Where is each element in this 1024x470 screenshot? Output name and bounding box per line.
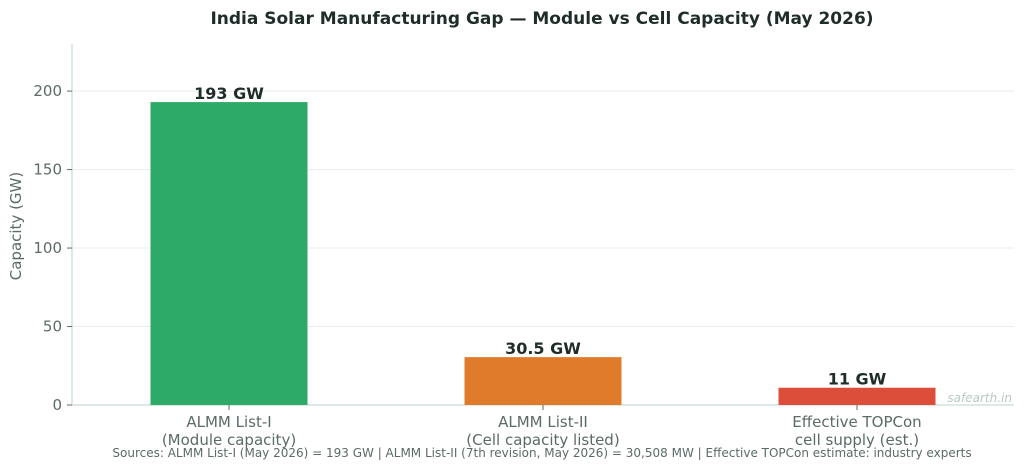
y-tick-label: 0	[52, 396, 62, 414]
category-labels: ALMM List-I(Module capacity) ALMM List-II…	[162, 405, 922, 449]
data-label: 11 GW	[828, 370, 887, 389]
bar	[150, 102, 308, 405]
source-note: Sources: ALMM List-I (May 2026) = 193 GW…	[112, 446, 971, 460]
y-tick-label: 150	[33, 161, 62, 179]
data-label: 193 GW	[194, 84, 264, 103]
category-label: ALMM List-I	[186, 413, 271, 431]
chart-title: India Solar Manufacturing Gap — Module v…	[210, 9, 873, 29]
y-axis-label: Capacity (GW)	[7, 172, 25, 280]
y-tick-label: 50	[43, 318, 62, 336]
category-label: cell supply (est.)	[795, 431, 919, 449]
bar	[464, 357, 622, 405]
category-label: (Cell capacity listed)	[466, 431, 619, 449]
bar	[778, 387, 936, 405]
category-label: ALMM List-II	[498, 413, 588, 431]
category-label: Effective TOPCon	[792, 413, 921, 431]
category-label: (Module capacity)	[162, 431, 296, 449]
data-label: 30.5 GW	[505, 339, 581, 358]
bars	[150, 102, 936, 405]
data-labels: 193 GW 30.5 GW 11 GW	[194, 84, 887, 389]
y-axis-ticks: 0 50 100 150 200	[33, 82, 72, 414]
watermark: safearth.in	[947, 391, 1012, 405]
y-tick-label: 100	[33, 239, 62, 257]
y-tick-label: 200	[33, 82, 62, 100]
